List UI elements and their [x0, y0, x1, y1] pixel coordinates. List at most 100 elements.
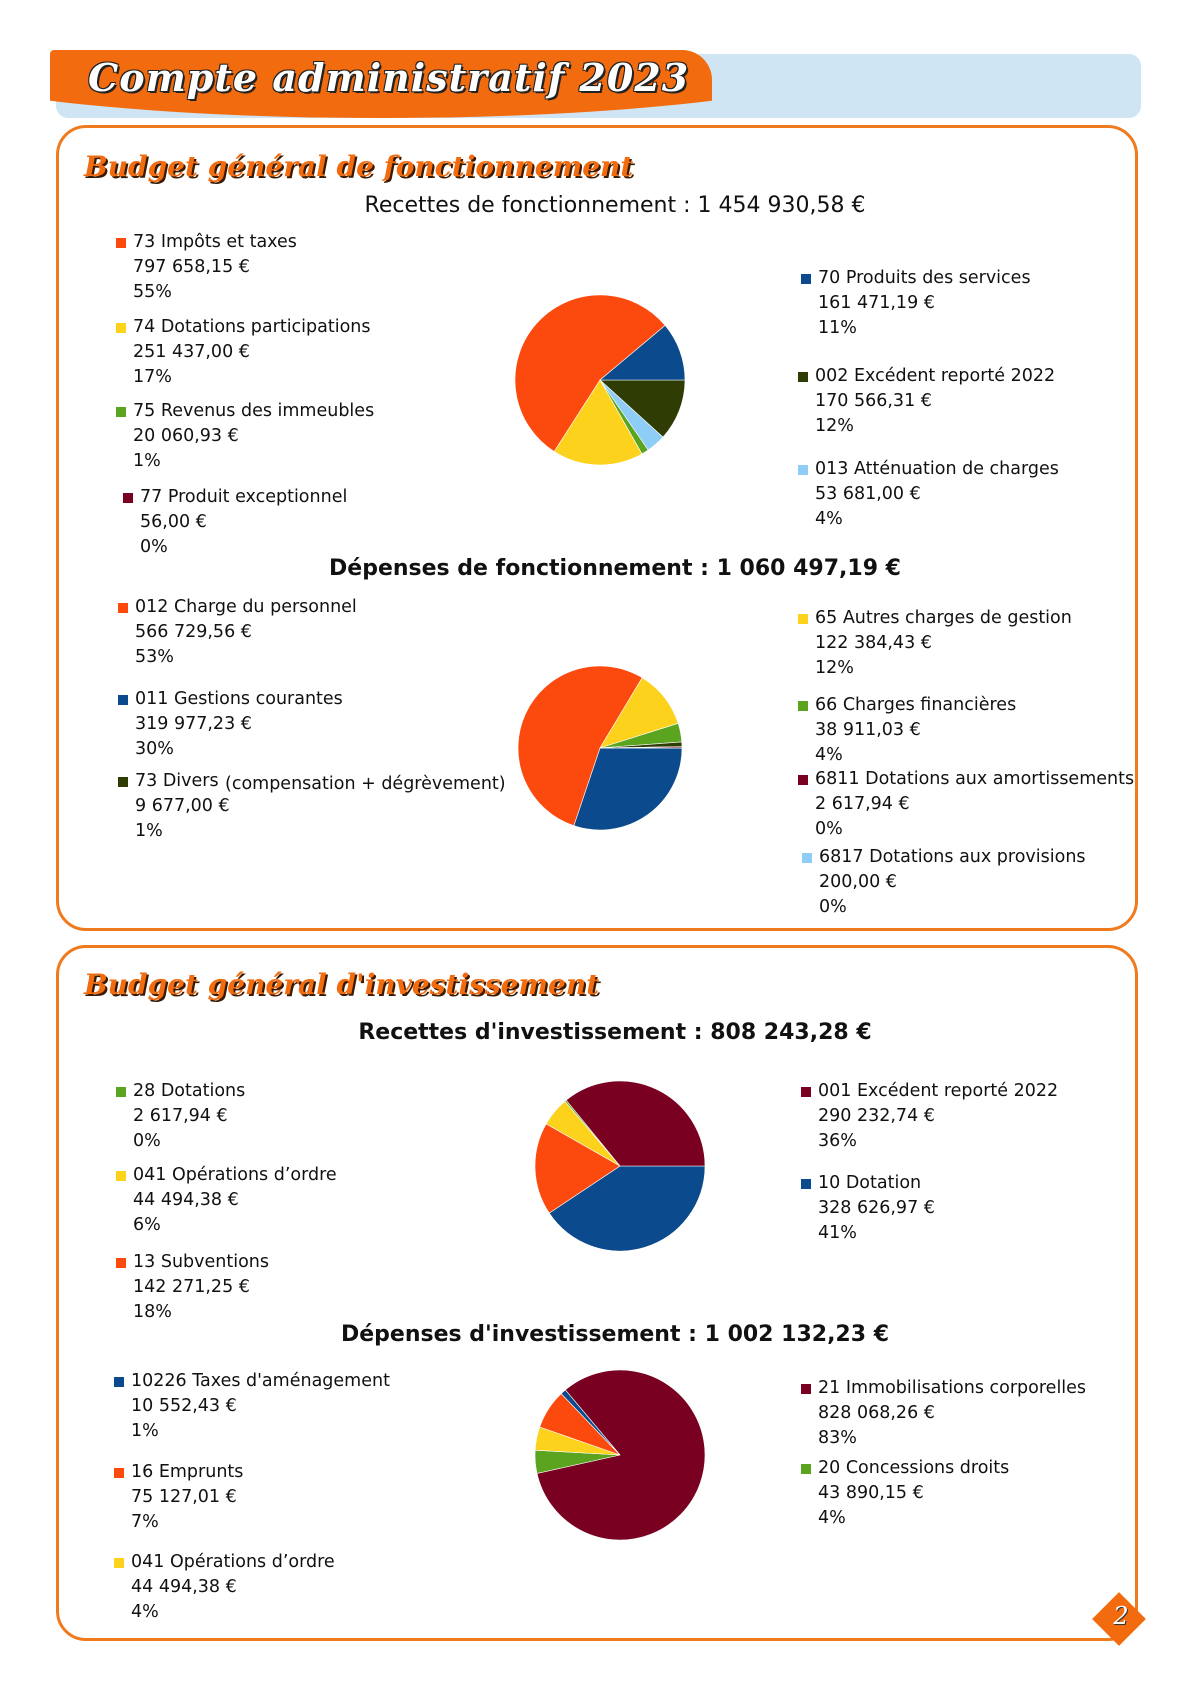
legend-pct: 0% [133, 1131, 161, 1151]
depenses-fonctionnement-heading: Dépenses de fonctionnement : 1 060 497,1… [329, 556, 901, 581]
legend-label: 75 Revenus des immeubles [133, 401, 375, 421]
legend-amount: 797 658,15 € [133, 257, 250, 277]
divers-note: (compensation + dégrèvement) [225, 774, 506, 794]
legend-item: 002 Excédent reporté 2022 170 566,31 € 12% [798, 364, 1055, 439]
pie-slice [573, 747, 683, 831]
legend-amount: 2 617,94 € [133, 1106, 228, 1126]
pie-slice [536, 1369, 706, 1541]
pie-slice [599, 324, 686, 381]
legend-amount: 122 384,43 € [815, 633, 932, 653]
legend-amount: 251 437,00 € [133, 342, 250, 362]
legend-swatch [118, 777, 128, 787]
legend-label: 77 Produit exceptionnel [140, 487, 348, 507]
legend-pct: 12% [815, 658, 854, 678]
legend-pct: 7% [131, 1512, 159, 1532]
legend-swatch [116, 323, 126, 333]
pie-slice [517, 665, 643, 827]
legend-label: 74 Dotations participations [133, 317, 371, 337]
legend-item: 16 Emprunts 75 127,01 € 7% [114, 1460, 244, 1535]
legend-label: 65 Autres charges de gestion [815, 608, 1072, 628]
legend-amount: 75 127,01 € [131, 1487, 237, 1507]
legend-pct: 0% [819, 897, 847, 917]
legend-swatch [116, 238, 126, 248]
legend-pct: 53% [135, 647, 174, 667]
legend-swatch [114, 1377, 124, 1387]
legend-pct: 30% [135, 739, 174, 759]
legend-item: 21 Immobilisations corporelles 828 068,26… [801, 1376, 1087, 1451]
depenses-investissement-heading: Dépenses d'investissement : 1 002 132,23… [340, 1322, 890, 1347]
legend-label: 66 Charges financières [815, 695, 1017, 715]
legend-amount: 170 566,31 € [815, 391, 932, 411]
legend-amount: 44 494,38 € [131, 1577, 237, 1597]
legend-swatch [118, 695, 128, 705]
legend-label: 16 Emprunts [131, 1462, 244, 1482]
legend-pct: 55% [133, 282, 172, 302]
legend-amount: 10 552,43 € [131, 1396, 237, 1416]
legend-swatch [116, 1171, 126, 1181]
legend-swatch [118, 603, 128, 613]
legend-label: 28 Dotations [133, 1081, 246, 1101]
legend-amount: 328 626,97 € [818, 1198, 935, 1218]
legend-item: 77 Produit exceptionnel 56,00 € 0% [123, 485, 348, 560]
legend-amount: 828 068,26 € [818, 1403, 935, 1423]
legend-swatch [802, 853, 812, 863]
legend-amount: 290 232,74 € [818, 1106, 935, 1126]
legend-pct: 0% [815, 819, 843, 839]
legend-item: 65 Autres charges de gestion 122 384,43 €… [798, 606, 1072, 681]
legend-item: 66 Charges financières 38 911,03 € 4% [798, 693, 1017, 768]
legend-swatch [798, 701, 808, 711]
legend-label: 012 Charge du personnel [135, 597, 357, 617]
legend-label: 013 Atténuation de charges [815, 459, 1059, 479]
legend-item: 10226 Taxes d'aménagement 10 552,43 € 1% [114, 1369, 390, 1444]
legend-amount: 2 617,94 € [815, 794, 910, 814]
legend-label: 20 Concessions droits [818, 1458, 1010, 1478]
legend-label: 6811 Dotations aux amortissements [815, 769, 1135, 789]
legend-item: 6811 Dotations aux amortissements 2 617,9… [798, 767, 1135, 842]
legend-pct: 11% [818, 318, 857, 338]
legend-item: 10 Dotation 328 626,97 € 41% [801, 1171, 935, 1246]
legend-pct: 1% [133, 451, 161, 471]
investissement-panel [56, 945, 1138, 1641]
fonctionnement-panel [56, 125, 1138, 931]
legend-label: 21 Immobilisations corporelles [818, 1378, 1087, 1398]
legend-amount: 53 681,00 € [815, 484, 921, 504]
legend-pct: 1% [131, 1421, 159, 1441]
legend-amount: 161 471,19 € [818, 293, 935, 313]
legend-amount: 43 890,15 € [818, 1483, 924, 1503]
legend-label: 73 Divers [135, 771, 219, 791]
legend-item: 73 Divers 9 677,00 € 1% [118, 769, 230, 844]
legend-label: 011 Gestions courantes [135, 689, 343, 709]
legend-label: 13 Subventions [133, 1252, 269, 1272]
legend-item: 6817 Dotations aux provisions 200,00 € 0% [802, 845, 1086, 920]
legend-item: 70 Produits des services 161 471,19 € 11% [801, 266, 1031, 341]
legend-item: 001 Excédent reporté 2022 290 232,74 € 36% [801, 1079, 1058, 1154]
legend-swatch [798, 372, 808, 382]
header-tab [50, 50, 712, 118]
legend-amount: 20 060,93 € [133, 426, 239, 446]
legend-swatch [801, 1179, 811, 1189]
legend-item: 011 Gestions courantes 319 977,23 € 30% [118, 687, 343, 762]
legend-amount: 200,00 € [819, 872, 897, 892]
legend-pct: 4% [815, 745, 843, 765]
legend-amount: 56,00 € [140, 512, 207, 532]
recettes-fonctionnement-heading: Recettes de fonctionnement : 1 454 930,5… [364, 193, 866, 218]
legend-item: 041 Opérations d’ordre 44 494,38 € 4% [114, 1550, 335, 1625]
legend-swatch [123, 493, 133, 503]
legend-label: 73 Impôts et taxes [133, 232, 297, 252]
legend-amount: 38 911,03 € [815, 720, 921, 740]
investissement-title: Budget général d'investissement [84, 968, 600, 1001]
page-title: Compte administratif 2023 [88, 55, 690, 100]
legend-item: 20 Concessions droits 43 890,15 € 4% [801, 1456, 1010, 1531]
legend-swatch [798, 465, 808, 475]
legend-pct: 0% [140, 537, 168, 557]
legend-pct: 1% [135, 821, 163, 841]
legend-item: 74 Dotations participations 251 437,00 € 1… [116, 315, 371, 390]
pie-slice [560, 1389, 621, 1456]
legend-pct: 4% [818, 1508, 846, 1528]
legend-swatch [801, 1464, 811, 1474]
legend-pct: 18% [133, 1302, 172, 1322]
legend-swatch [798, 775, 808, 785]
legend-amount: 142 271,25 € [133, 1277, 250, 1297]
legend-item: 28 Dotations 2 617,94 € 0% [116, 1079, 246, 1154]
